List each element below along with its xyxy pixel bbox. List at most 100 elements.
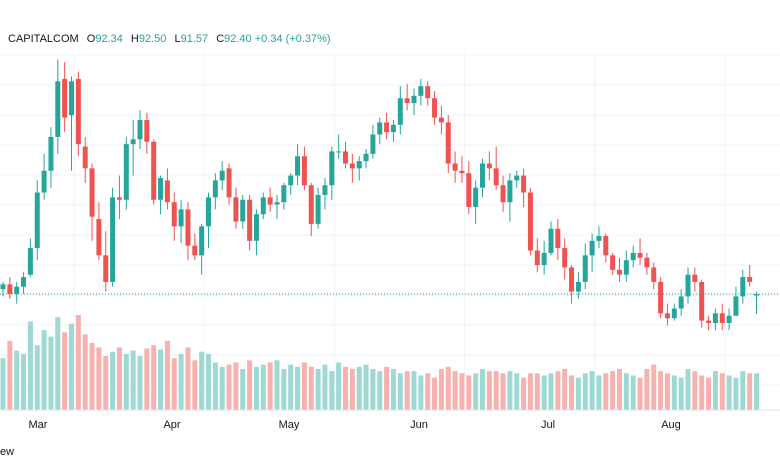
volume-bar: [459, 373, 465, 410]
volume-bar: [178, 353, 184, 410]
candle: [630, 245, 636, 268]
volume-bar: [144, 348, 150, 410]
candle-body: [356, 161, 362, 169]
candle: [96, 202, 102, 261]
candle: [500, 175, 506, 212]
candle: [226, 163, 232, 205]
volume-bar: [349, 368, 355, 410]
volume-bar: [432, 377, 438, 410]
candle-body: [69, 81, 74, 116]
volume-bar: [41, 330, 47, 410]
candle: [308, 182, 314, 236]
candle: [514, 170, 520, 188]
candle: [548, 221, 554, 256]
candle: [144, 112, 150, 154]
candle-body: [192, 245, 198, 256]
candle-body: [247, 199, 253, 241]
candle: [260, 192, 266, 220]
candle: [596, 226, 602, 249]
volume-bar: [260, 364, 266, 410]
volume-bar: [96, 347, 102, 410]
volume-bar: [343, 366, 348, 410]
volume-bar: [377, 371, 383, 410]
close-value: 92.40: [224, 33, 252, 45]
candle-body: [315, 194, 321, 224]
volume-bar: [206, 353, 211, 410]
candle-body: [754, 294, 759, 296]
volume-bar: [596, 375, 602, 410]
volume-bar: [644, 368, 650, 410]
volume-bar: [336, 362, 342, 410]
candle-body: [199, 226, 205, 256]
volume-bar: [103, 356, 109, 410]
candle: [582, 243, 588, 290]
candle: [486, 151, 492, 181]
volume-bar: [623, 373, 629, 410]
candle: [288, 173, 294, 195]
volume-bar: [692, 371, 698, 410]
candle: [575, 272, 581, 299]
volume-bar: [630, 375, 636, 410]
candle-body: [288, 175, 294, 186]
candle-body: [116, 197, 122, 200]
candle: [521, 168, 527, 207]
candle: [69, 76, 74, 171]
candle: [7, 277, 13, 299]
candle-body: [308, 185, 314, 224]
volume-bar: [116, 347, 122, 410]
volume-bar: [164, 340, 170, 410]
candle: [89, 163, 95, 241]
symbol-legend: CAPITALCOM O92.34 H92.50 L91.57 C92.40 +…: [8, 33, 331, 45]
time-tick-label: Aug: [661, 419, 681, 431]
candle-body: [699, 281, 705, 321]
volume-bar: [706, 377, 712, 410]
candle: [466, 161, 472, 215]
candle: [699, 279, 705, 328]
candle-body: [329, 151, 335, 186]
candle-body: [452, 163, 458, 171]
volume-bar: [301, 362, 307, 410]
candle: [343, 141, 348, 169]
symbol-name[interactable]: CAPITALCOM: [8, 33, 79, 45]
candle-body: [212, 180, 218, 198]
candle-body: [343, 151, 348, 164]
candle-body: [48, 136, 54, 171]
volume-bar: [89, 343, 95, 410]
open-value: 92.34: [95, 33, 123, 45]
candle: [301, 146, 307, 191]
volume-bar: [569, 375, 575, 410]
candle-body: [178, 209, 184, 227]
candle: [137, 110, 143, 149]
candle-body: [534, 250, 540, 265]
candle-body: [445, 122, 451, 164]
candle: [404, 83, 410, 111]
candle-body: [582, 255, 588, 282]
candle-body: [527, 192, 533, 251]
candle-body: [425, 86, 431, 99]
candle: [103, 231, 109, 292]
high-label: H: [130, 33, 139, 45]
candle: [253, 209, 259, 256]
candle-body: [82, 146, 88, 169]
candle: [459, 156, 465, 183]
candle-body: [712, 313, 718, 323]
candle: [34, 180, 40, 261]
candle: [589, 233, 595, 273]
candle-body: [603, 236, 609, 256]
candle: [356, 156, 362, 181]
candle-body: [575, 281, 581, 292]
candle: [363, 149, 369, 169]
candle: [569, 265, 575, 304]
volume-bar: [541, 375, 547, 410]
candle: [747, 265, 753, 287]
volume-bar: [664, 373, 670, 410]
volume-bar: [754, 373, 759, 410]
volume-bar: [384, 366, 390, 410]
volume-bar: [363, 364, 369, 410]
volume-bar: [219, 366, 225, 410]
candle-body: [630, 252, 636, 261]
volume-bar: [322, 364, 328, 410]
candle-body: [480, 163, 485, 188]
candle: [55, 59, 61, 154]
